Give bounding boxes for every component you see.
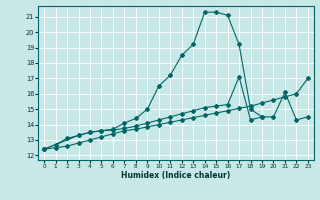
X-axis label: Humidex (Indice chaleur): Humidex (Indice chaleur) [121,171,231,180]
